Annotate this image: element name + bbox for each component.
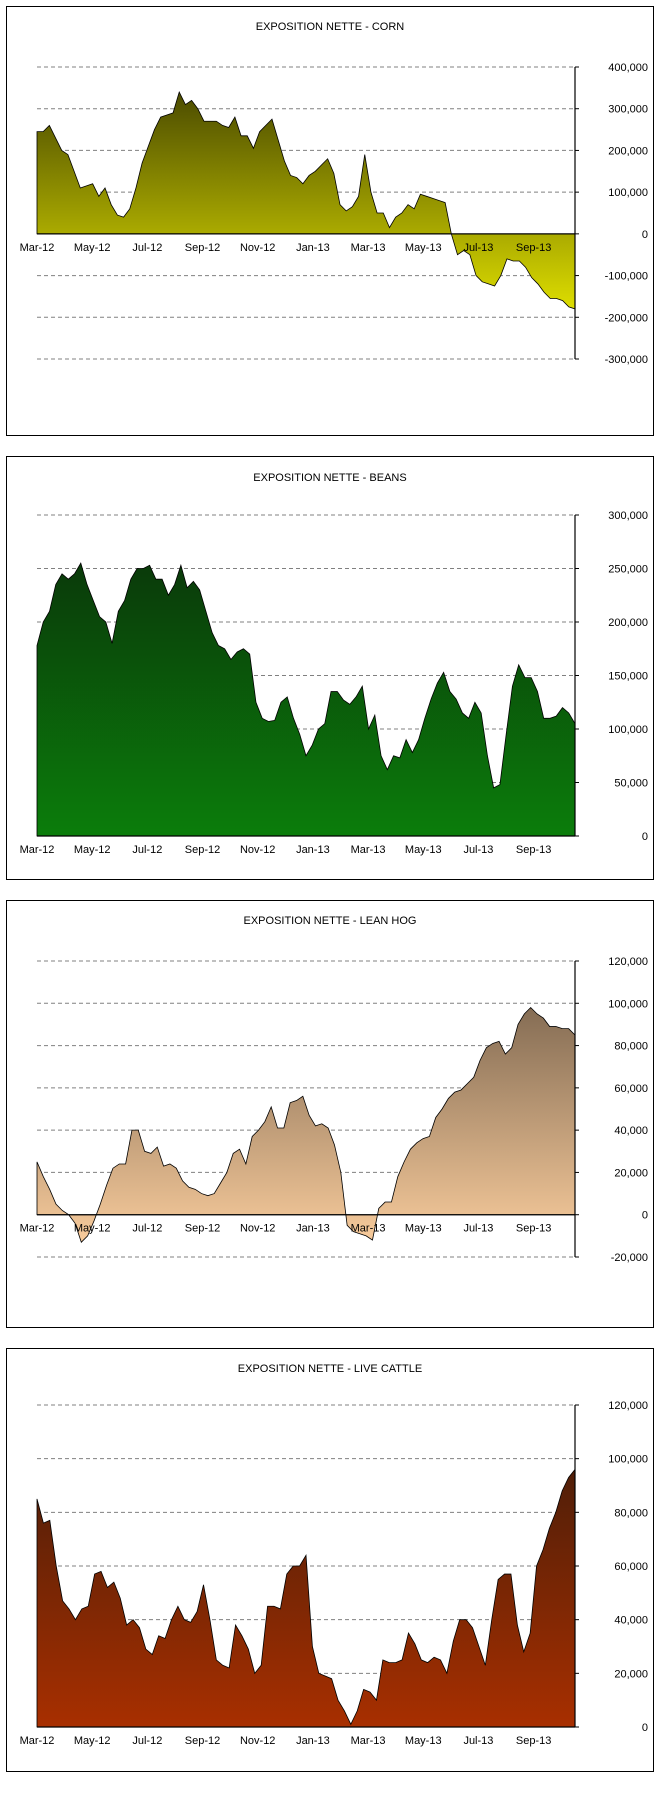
x-tick-label: May-12 (74, 1223, 111, 1235)
series-area (36, 562, 576, 837)
x-tick-label: Jan-13 (296, 844, 330, 856)
y-tick-label: 150,000 (608, 671, 648, 683)
y-tick-label: 60,000 (614, 1561, 648, 1573)
x-tick-label: Sep-12 (185, 844, 220, 856)
y-tick-label: 200,000 (608, 145, 648, 157)
x-tick-label: Jul-12 (132, 242, 162, 254)
x-tick-label: Nov-12 (240, 1735, 275, 1747)
beans-chart-panel: EXPOSITION NETTE - BEANS 300,000 250,000 20… (6, 456, 654, 880)
x-tick-label: Mar-12 (20, 844, 55, 856)
y-tick-label: 40,000 (614, 1615, 648, 1627)
x-tick-label: Sep-13 (516, 1735, 551, 1747)
series-area (36, 1006, 576, 1243)
y-tick-label: 400,000 (608, 62, 648, 74)
y-tick-label: 0 (642, 1722, 648, 1734)
x-tick-label: Mar-12 (20, 1735, 55, 1747)
x-tick-label: Mar-13 (351, 1735, 386, 1747)
x-tick-label: Nov-12 (240, 1223, 275, 1235)
x-tick-label: Jan-13 (296, 1735, 330, 1747)
y-tick-label: 0 (642, 1210, 648, 1222)
x-tick-label: Sep-13 (516, 1223, 551, 1235)
x-tick-label: Jul-13 (463, 1735, 493, 1747)
x-tick-label: Mar-13 (351, 1223, 386, 1235)
y-tick-label: 100,000 (608, 187, 648, 199)
y-tick-label: 0 (642, 831, 648, 843)
chart-title: EXPOSITION NETTE - BEANS (253, 472, 406, 484)
corn-chart-panel: EXPOSITION NETTE - CORN 400,000 300,000 200… (6, 6, 654, 436)
y-tick-label: 100,000 (608, 1454, 648, 1466)
x-tick-label: Mar-12 (20, 242, 55, 254)
x-tick-label: Nov-12 (240, 844, 275, 856)
y-tick-label: 60,000 (614, 1083, 648, 1095)
x-tick-label: May-13 (405, 1735, 442, 1747)
y-tick-label: 200,000 (608, 617, 648, 629)
y-tick-label: 20,000 (614, 1668, 648, 1680)
x-tick-label: May-12 (74, 1735, 111, 1747)
x-tick-label: Jul-12 (132, 1223, 162, 1235)
x-tick-label: May-12 (74, 844, 111, 856)
beans-chart: EXPOSITION NETTE - BEANS 300,000 250,000 20… (20, 472, 648, 856)
x-tick-label: Mar-13 (351, 844, 386, 856)
y-tick-label: 40,000 (614, 1125, 648, 1137)
y-tick-label: 120,000 (608, 956, 648, 968)
x-tick-label: Sep-13 (516, 242, 551, 254)
y-tick-label: 80,000 (614, 1041, 648, 1053)
series-area (36, 1468, 576, 1728)
lean-hog-chart: EXPOSITION NETTE - LEAN HOG 120,000 100,00… (20, 915, 648, 1264)
x-tick-label: Jul-13 (463, 1223, 493, 1235)
y-tick-label: 50,000 (614, 778, 648, 790)
x-tick-label: May-12 (74, 242, 111, 254)
x-tick-label: Mar-13 (351, 242, 386, 254)
lean-hog-chart-panel: EXPOSITION NETTE - LEAN HOG 120,000 100,00… (6, 900, 654, 1328)
x-tick-label: Sep-12 (185, 1735, 220, 1747)
live-cattle-chart: EXPOSITION NETTE - LIVE CATTLE 120,000 100… (20, 1363, 648, 1747)
y-tick-label: 100,000 (608, 724, 648, 736)
y-tick-label: 120,000 (608, 1400, 648, 1412)
y-tick-label: 0 (642, 229, 648, 241)
x-tick-label: Jul-13 (463, 242, 493, 254)
y-tick-label: 80,000 (614, 1507, 648, 1519)
x-tick-label: Jan-13 (296, 1223, 330, 1235)
y-tick-label: 20,000 (614, 1167, 648, 1179)
x-tick-label: Jul-12 (132, 1735, 162, 1747)
y-tick-label: -300,000 (605, 354, 648, 366)
y-tick-label: 300,000 (608, 104, 648, 116)
x-tick-label: Sep-13 (516, 844, 551, 856)
chart-title: EXPOSITION NETTE - LIVE CATTLE (238, 1363, 422, 1375)
series-area (36, 90, 576, 310)
chart-title: EXPOSITION NETTE - CORN (256, 21, 405, 33)
x-tick-label: Sep-12 (185, 1223, 220, 1235)
y-tick-label: -200,000 (605, 312, 648, 324)
x-tick-label: May-13 (405, 1223, 442, 1235)
x-tick-label: Nov-12 (240, 242, 275, 254)
x-tick-label: Jan-13 (296, 242, 330, 254)
y-tick-label: 300,000 (608, 510, 648, 522)
x-tick-label: Jul-12 (132, 844, 162, 856)
y-tick-label: -100,000 (605, 271, 648, 283)
y-tick-label: -20,000 (611, 1252, 648, 1264)
chart-title: EXPOSITION NETTE - LEAN HOG (244, 915, 417, 927)
corn-chart: EXPOSITION NETTE - CORN 400,000 300,000 200… (20, 21, 648, 366)
x-tick-label: Mar-12 (20, 1223, 55, 1235)
y-tick-label: 100,000 (608, 998, 648, 1010)
x-tick-label: Sep-12 (185, 242, 220, 254)
y-tick-label: 250,000 (608, 564, 648, 576)
x-tick-label: May-13 (405, 844, 442, 856)
x-tick-label: May-13 (405, 242, 442, 254)
live-cattle-chart-panel: EXPOSITION NETTE - LIVE CATTLE 120,000 100… (6, 1348, 654, 1772)
x-tick-label: Jul-13 (463, 844, 493, 856)
